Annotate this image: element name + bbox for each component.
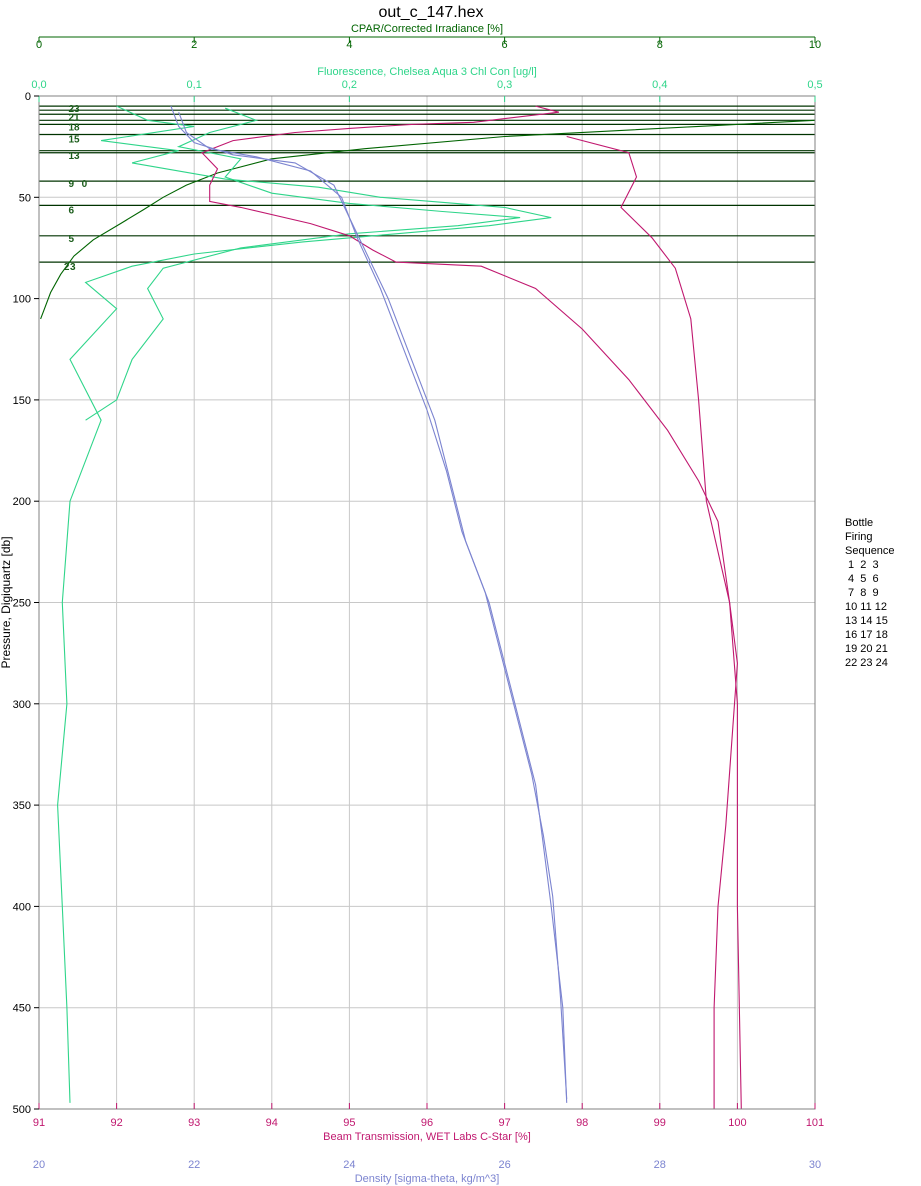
y-tick-label: 400 bbox=[13, 901, 31, 913]
y-tick-label: 250 bbox=[13, 598, 31, 610]
series-line-trans bbox=[566, 135, 738, 1109]
x-tick-label-dens: 22 bbox=[188, 1159, 200, 1171]
x-axis-title-dens: Density [sigma-theta, kg/m^3] bbox=[355, 1173, 500, 1185]
bottle-label: 23 bbox=[68, 104, 80, 115]
bottle-label: 21 bbox=[68, 112, 80, 123]
data-series bbox=[40, 105, 816, 1110]
bottle-label: 9 bbox=[68, 179, 74, 190]
series-line-fluor bbox=[85, 107, 521, 421]
grid bbox=[38, 95, 816, 1110]
x-tick-label-fluor: 0,4 bbox=[652, 79, 667, 91]
y-tick-label: 100 bbox=[13, 294, 31, 306]
y-tick-label: 300 bbox=[13, 699, 31, 711]
y-tick-label: 350 bbox=[13, 800, 31, 812]
bottle-label: 6 bbox=[68, 206, 74, 217]
x-tick-label-dens: 24 bbox=[343, 1159, 355, 1171]
x-tick-label-fluor: 0,2 bbox=[342, 79, 357, 91]
legend-line: 13 14 15 bbox=[845, 615, 888, 627]
x-tick-label-fluor: 0,1 bbox=[187, 79, 202, 91]
bottle-label: 15 bbox=[68, 135, 80, 146]
x-tick-label-trans: 92 bbox=[110, 1117, 122, 1129]
x-axis-title-fluor: Fluorescence, Chelsea Aqua 3 Chl Con [ug… bbox=[317, 66, 537, 78]
legend-line: Sequence bbox=[845, 545, 895, 557]
x-tick-label-trans: 98 bbox=[576, 1117, 588, 1129]
x-tick-label-dens: 20 bbox=[33, 1159, 45, 1171]
legend-line: 10 11 12 bbox=[845, 601, 888, 613]
x-tick-label-cpar: 0 bbox=[36, 39, 42, 51]
y-axis-title: Pressure, Digiquartz [db] bbox=[0, 536, 13, 668]
x-tick-label-dens: 26 bbox=[498, 1159, 510, 1171]
x-tick-label-cpar: 6 bbox=[502, 39, 508, 51]
x-tick-label-cpar: 2 bbox=[191, 39, 197, 51]
x-tick-label-trans: 94 bbox=[266, 1117, 278, 1129]
x-tick-label-cpar: 10 bbox=[809, 39, 821, 51]
legend-line: 19 20 21 bbox=[845, 643, 888, 655]
x-tick-label-trans: 96 bbox=[421, 1117, 433, 1129]
legend-line: 22 23 24 bbox=[845, 657, 888, 669]
x-tick-label-fluor: 0,5 bbox=[807, 79, 822, 91]
bottle-label: 2 bbox=[64, 262, 70, 273]
legend-line: 4 5 6 bbox=[845, 573, 879, 585]
legend-line: Firing bbox=[845, 531, 873, 543]
y-tick-label: 0 bbox=[25, 91, 31, 103]
y-tick-label: 450 bbox=[13, 1003, 31, 1015]
series-line-cpar bbox=[40, 119, 816, 320]
x-tick-label-cpar: 4 bbox=[346, 39, 352, 51]
series-line-trans bbox=[201, 105, 742, 1110]
bottle-label: 5 bbox=[68, 234, 74, 245]
legend-line: 7 8 9 bbox=[845, 587, 879, 599]
x-tick-label-trans: 100 bbox=[728, 1117, 746, 1129]
x-tick-label-trans: 95 bbox=[343, 1117, 355, 1129]
legend-line: 1 2 3 bbox=[845, 559, 879, 571]
x-tick-label-dens: 28 bbox=[654, 1159, 666, 1171]
y-tick-label: 200 bbox=[13, 496, 31, 508]
bottle-label: 13 bbox=[68, 151, 80, 162]
bottle-label: 3 bbox=[70, 262, 76, 273]
series-line-fluor bbox=[57, 105, 552, 1103]
legend-line: 16 17 18 bbox=[845, 629, 888, 641]
series-line-dens bbox=[170, 105, 568, 1103]
bottle-label: 0 bbox=[82, 179, 88, 190]
y-tick-label: 500 bbox=[13, 1104, 31, 1116]
x-axis-title-trans: Beam Transmission, WET Labs C-Star [%] bbox=[323, 1131, 531, 1143]
bottle-label: 18 bbox=[68, 122, 80, 133]
y-tick-label: 150 bbox=[13, 395, 31, 407]
legend-line: Bottle bbox=[845, 517, 874, 529]
x-tick-label-trans: 99 bbox=[654, 1117, 666, 1129]
series-line-dens bbox=[178, 112, 568, 1099]
x-tick-label-cpar: 8 bbox=[657, 39, 663, 51]
x-tick-label-trans: 91 bbox=[33, 1117, 45, 1129]
x-tick-label-fluor: 0,3 bbox=[497, 79, 512, 91]
x-tick-label-trans: 93 bbox=[188, 1117, 200, 1129]
bottle-firing-legend: Bottle Firing Sequence 1 2 3 4 5 6 7 8 9 10… bbox=[845, 516, 895, 670]
bottle-firing-lines bbox=[39, 105, 815, 263]
y-tick-label: 50 bbox=[19, 192, 31, 204]
x-tick-label-trans: 97 bbox=[498, 1117, 510, 1129]
chart-title: out_c_147.hex bbox=[379, 4, 484, 21]
x-tick-label-fluor: 0,0 bbox=[31, 79, 46, 91]
x-tick-label-trans: 101 bbox=[806, 1117, 824, 1129]
x-tick-label-dens: 30 bbox=[809, 1159, 821, 1171]
x-axis-title-cpar: CPAR/Corrected Irradiance [%] bbox=[351, 23, 503, 35]
